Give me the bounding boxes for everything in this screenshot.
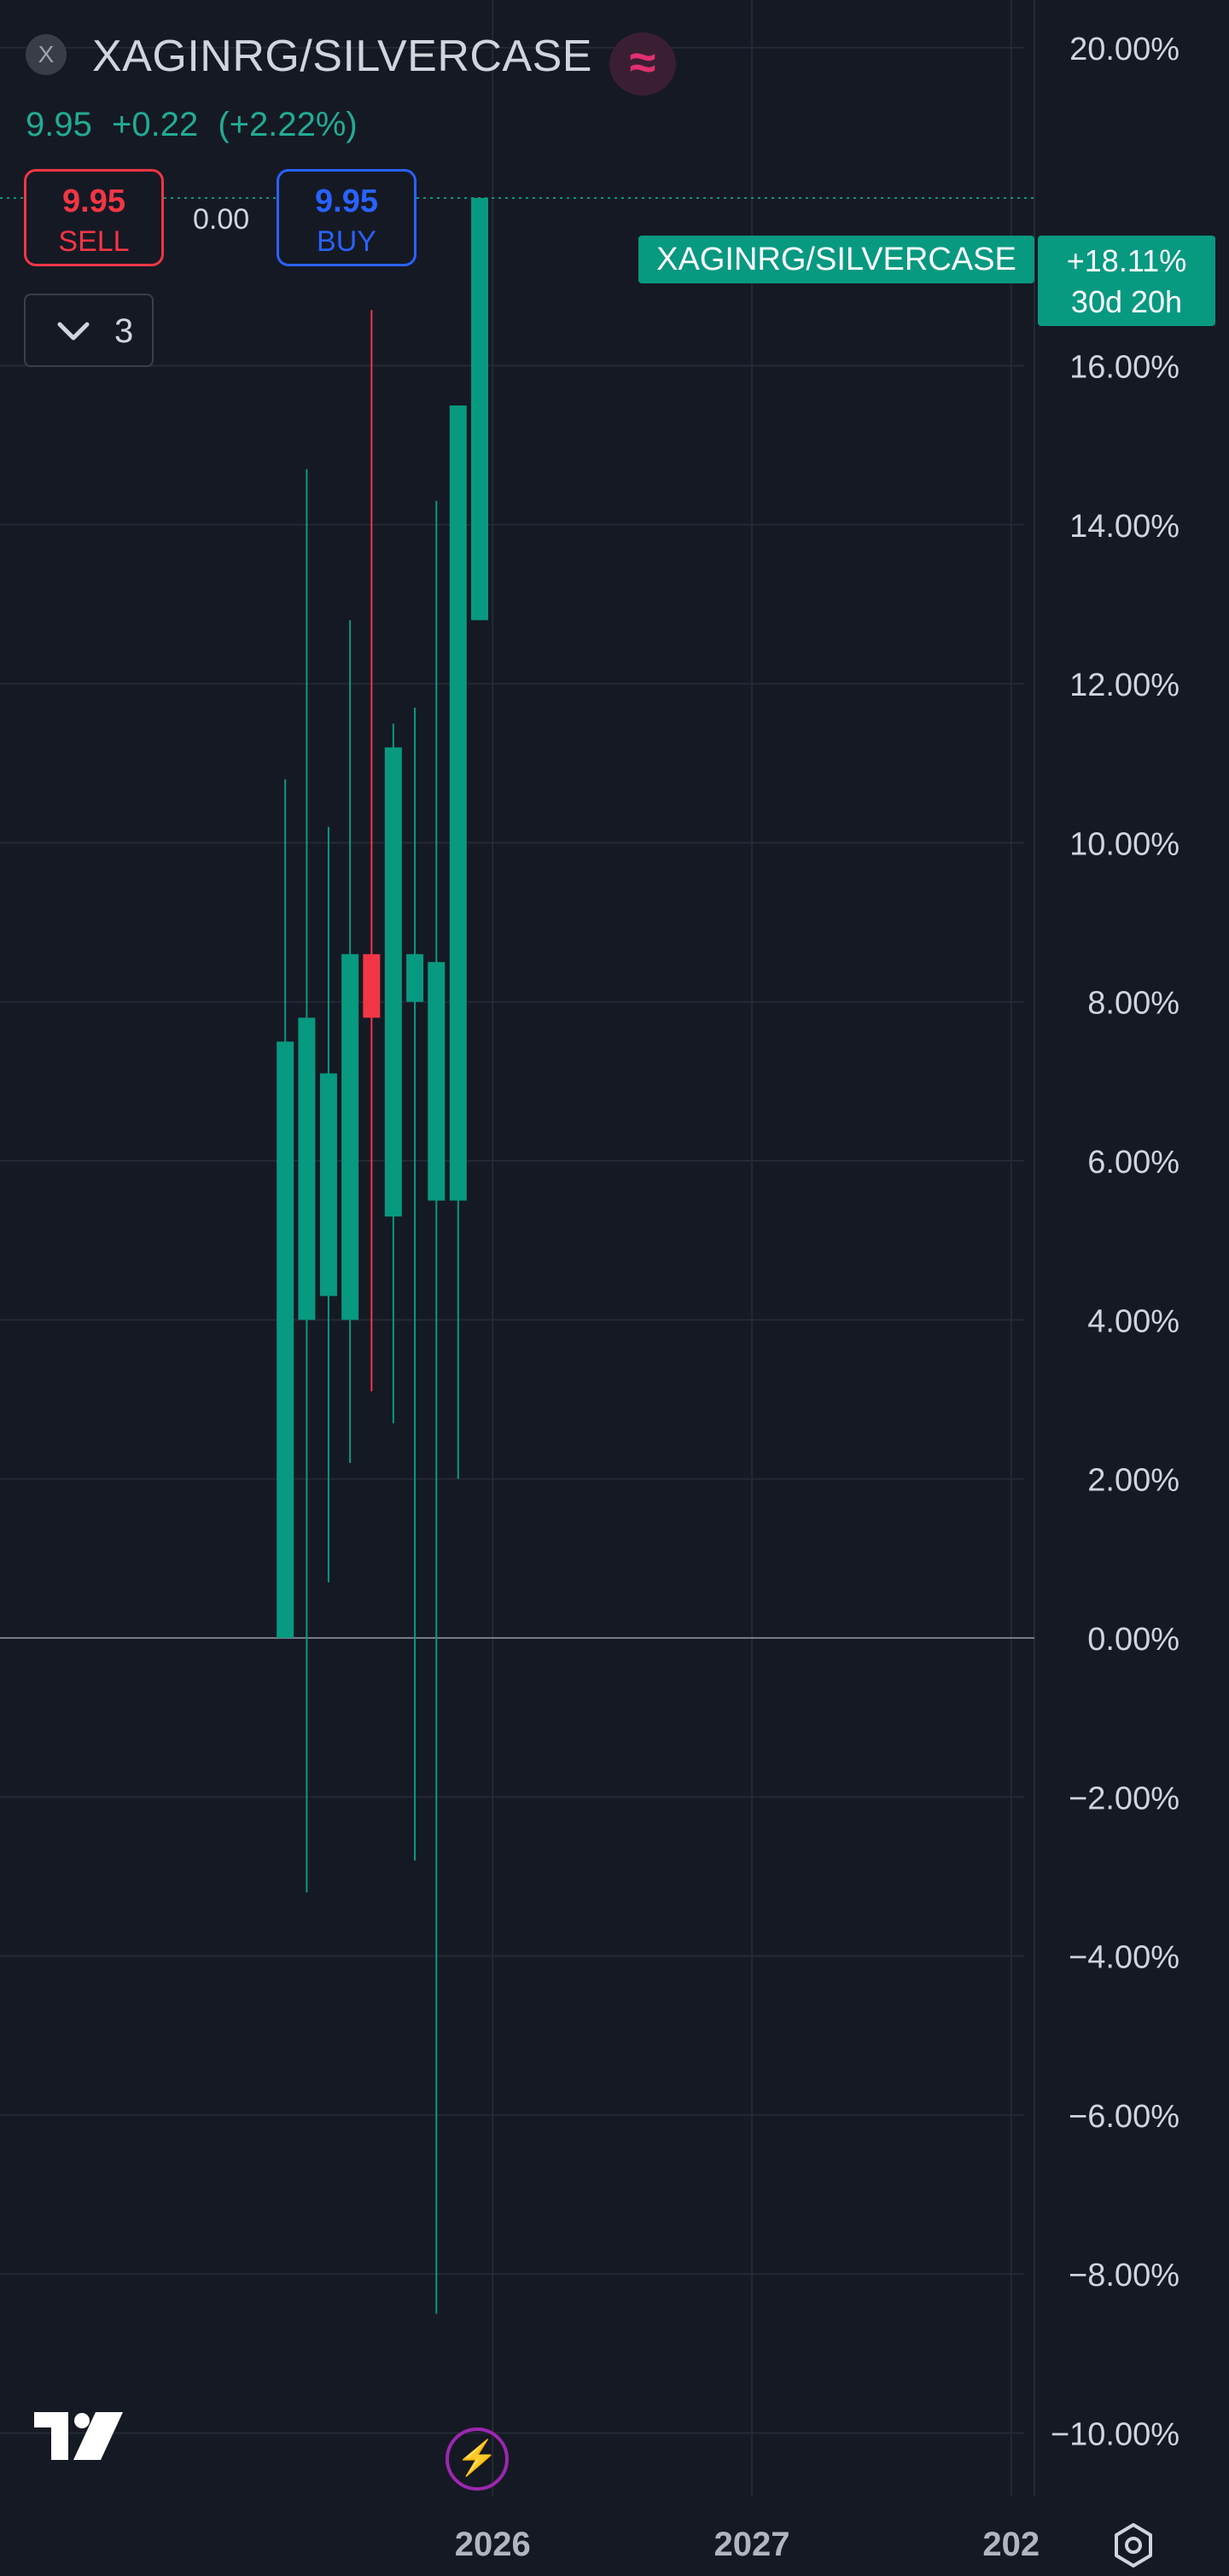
price-summary: 9.95 +0.22 (+2.22%): [26, 106, 368, 144]
sell-button[interactable]: 9.95 SELL: [24, 169, 164, 266]
candle-body: [384, 747, 402, 1217]
buy-price: 9.95: [315, 184, 378, 219]
y-tick-label: −4.00%: [1069, 1940, 1179, 1976]
candle: [428, 500, 446, 2314]
buy-button[interactable]: 9.95 BUY: [277, 169, 416, 266]
candle-body: [363, 953, 381, 1018]
lightning-icon[interactable]: ⚡: [446, 2427, 509, 2491]
indicators-count: 3: [114, 312, 134, 350]
sell-price: 9.95: [62, 184, 125, 219]
candle-body: [406, 953, 424, 1002]
y-tick-label: −10.00%: [1051, 2416, 1179, 2452]
candle-body: [319, 1073, 337, 1297]
y-tick-label: 12.00%: [1069, 667, 1179, 703]
y-tick-label: 2.00%: [1087, 1463, 1179, 1499]
candle: [298, 469, 316, 1893]
y-tick-label: 10.00%: [1069, 826, 1179, 862]
buy-label: BUY: [317, 225, 376, 258]
y-tick-label: −6.00%: [1069, 2099, 1179, 2135]
chevron-down-icon: [55, 314, 92, 357]
tradingview-logo-icon[interactable]: [34, 2412, 128, 2460]
symbol-price-tag: XAGINRG/SILVERCASE: [638, 236, 1034, 283]
y-tick-label: −8.00%: [1069, 2258, 1179, 2293]
candle: [406, 708, 424, 1861]
last-price: 9.95: [26, 106, 92, 143]
bar-countdown: 30d 20h: [1070, 284, 1183, 319]
candle: [277, 778, 294, 1638]
price-axis-labels: 20.00% 16.00% 14.00% 12.00% 10.00% 8.00% 6.00%…: [1051, 32, 1179, 2453]
vertical-gridlines: [492, 0, 1012, 2497]
remove-symbol-button[interactable]: X: [26, 34, 67, 75]
y-tick-label: 4.00%: [1087, 1303, 1179, 1339]
last-price-percent: +18.11%: [1066, 243, 1187, 278]
x-tick-label: 202: [982, 2526, 1040, 2563]
y-tick-label: 6.00%: [1087, 1145, 1179, 1180]
x-tick-label: 2026: [455, 2526, 531, 2563]
candle-body: [428, 962, 446, 1201]
x-tick-label: 2027: [714, 2526, 790, 2563]
symbol-title[interactable]: XAGINRG/SILVERCASE: [92, 32, 592, 81]
last-price-tag: +18.11% 30d 20h: [1038, 236, 1215, 326]
y-tick-label: 16.00%: [1069, 350, 1179, 386]
y-tick-label: 8.00%: [1087, 986, 1179, 1022]
candle: [384, 723, 402, 1424]
time-axis-labels: 2026 2027 202: [455, 2526, 1040, 2563]
candle-body: [471, 197, 489, 621]
candle-body: [277, 1041, 294, 1638]
indicators-toggle-button[interactable]: 3: [24, 294, 154, 367]
price-change: +0.22: [111, 106, 199, 143]
y-tick-label: −2.00%: [1069, 1780, 1179, 1816]
price-change-percent: (+2.22%): [218, 106, 358, 143]
candle: [449, 405, 467, 1479]
candles-series: [277, 197, 489, 2314]
y-tick-label: 14.00%: [1069, 509, 1179, 545]
y-tick-label: 20.00%: [1069, 32, 1179, 67]
sell-label: SELL: [58, 225, 130, 258]
settings-icon[interactable]: [1110, 2521, 1157, 2569]
horizontal-gridlines: [0, 46, 1024, 2434]
candle: [471, 197, 489, 621]
candle-body: [449, 405, 467, 1201]
data-delayed-icon[interactable]: ≈: [609, 32, 676, 96]
candle: [341, 620, 359, 1464]
candle-body: [341, 953, 359, 1320]
candle-body: [298, 1017, 316, 1320]
candle: [363, 310, 381, 1392]
spread-value: 0.00: [193, 203, 250, 236]
candle: [319, 826, 337, 1582]
y-tick-label: 0.00%: [1087, 1622, 1179, 1658]
